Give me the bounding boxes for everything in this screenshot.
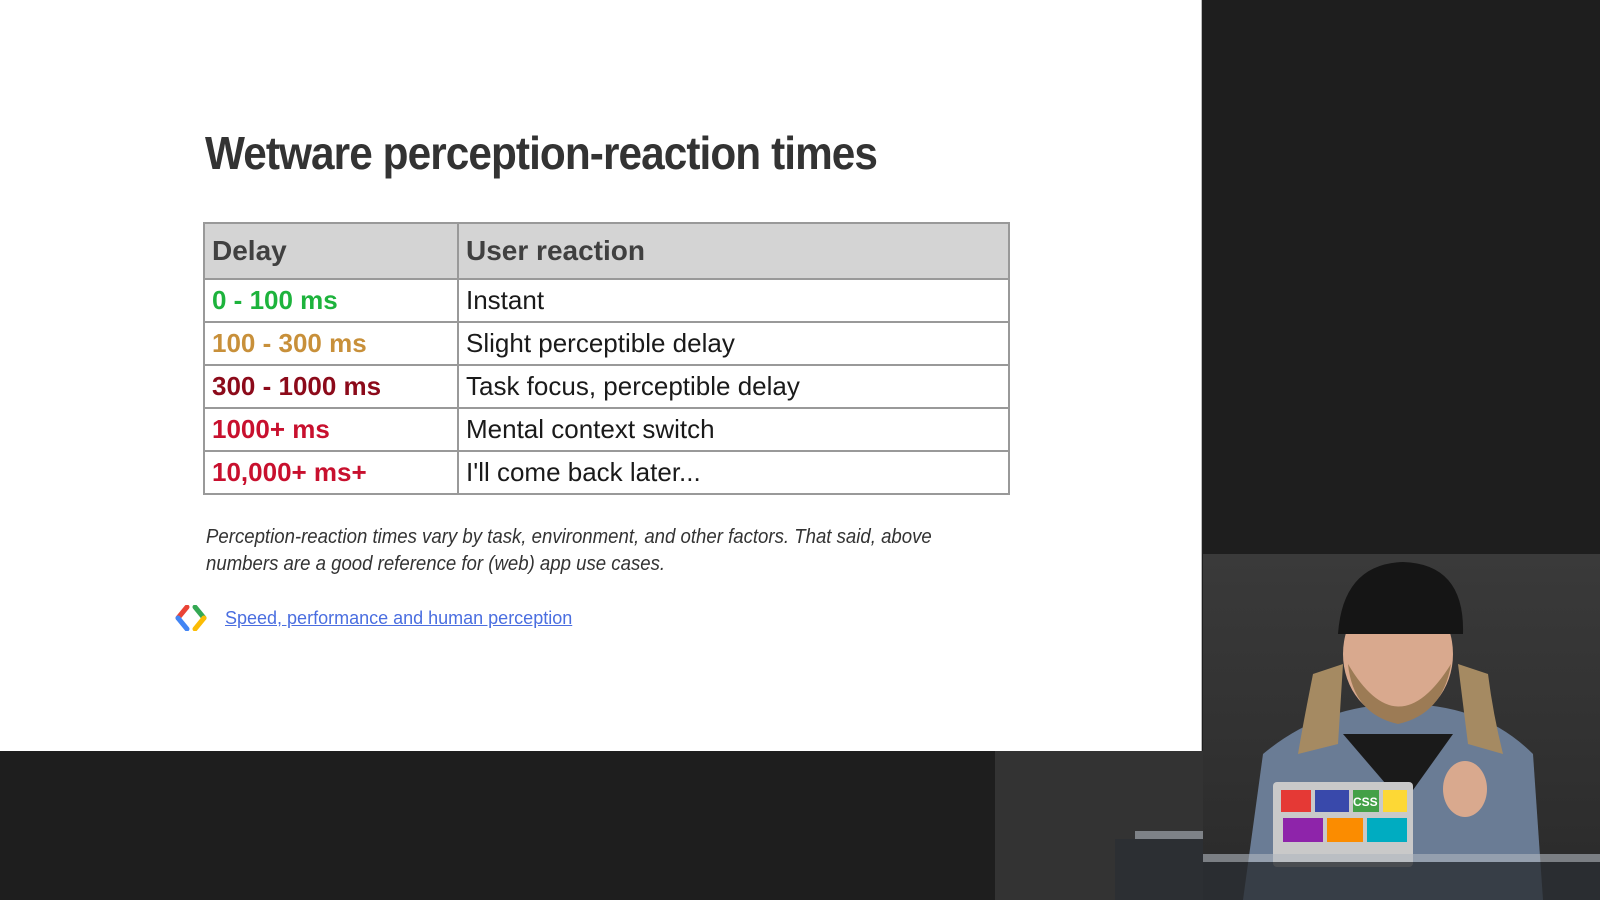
header-delay: Delay: [203, 222, 459, 280]
reaction-cell: Mental context switch: [457, 407, 1010, 452]
source-link[interactable]: Speed, performance and human perception: [225, 607, 573, 628]
source-link-row[interactable]: Speed, performance and human perception: [175, 605, 572, 631]
table-row: 10,000+ ms+ I'll come back later...: [203, 450, 1010, 495]
table-header-row: Delay User reaction: [203, 222, 1010, 280]
reaction-cell: Instant: [457, 278, 1010, 323]
google-developers-logo-icon: [175, 605, 207, 631]
speaker-video-pane-lower: [995, 751, 1203, 900]
presentation-slide: Wetware perception-reaction times Delay …: [0, 0, 1202, 751]
slide-title: Wetware perception-reaction times: [205, 127, 878, 179]
delay-cell: 100 - 300 ms: [203, 321, 459, 366]
delay-cell: 300 - 1000 ms: [203, 364, 459, 409]
podium-video-feed: [995, 751, 1203, 900]
delay-cell: 1000+ ms: [203, 407, 459, 452]
delay-cell: 0 - 100 ms: [203, 278, 459, 323]
reaction-times-table: Delay User reaction 0 - 100 ms Instant 100…: [203, 222, 1010, 495]
table-row: 0 - 100 ms Instant: [203, 278, 1010, 323]
table-row: 1000+ ms Mental context switch: [203, 407, 1010, 452]
slide-caption: Perception-reaction times vary by task, …: [206, 526, 932, 575]
laptop-sticker: CSS: [1353, 795, 1378, 809]
header-user-reaction: User reaction: [457, 222, 1010, 280]
speaker-video-feed: CSS: [1203, 562, 1600, 900]
reaction-cell: Slight perceptible delay: [457, 321, 1010, 366]
table-row: 100 - 300 ms Slight perceptible delay: [203, 321, 1010, 366]
speaker-video-pane: CSS: [1203, 554, 1600, 900]
table-row: 300 - 1000 ms Task focus, perceptible del…: [203, 364, 1010, 409]
reaction-cell: I'll come back later...: [457, 450, 1010, 495]
delay-cell: 10,000+ ms+: [203, 450, 459, 495]
reaction-cell: Task focus, perceptible delay: [457, 364, 1010, 409]
